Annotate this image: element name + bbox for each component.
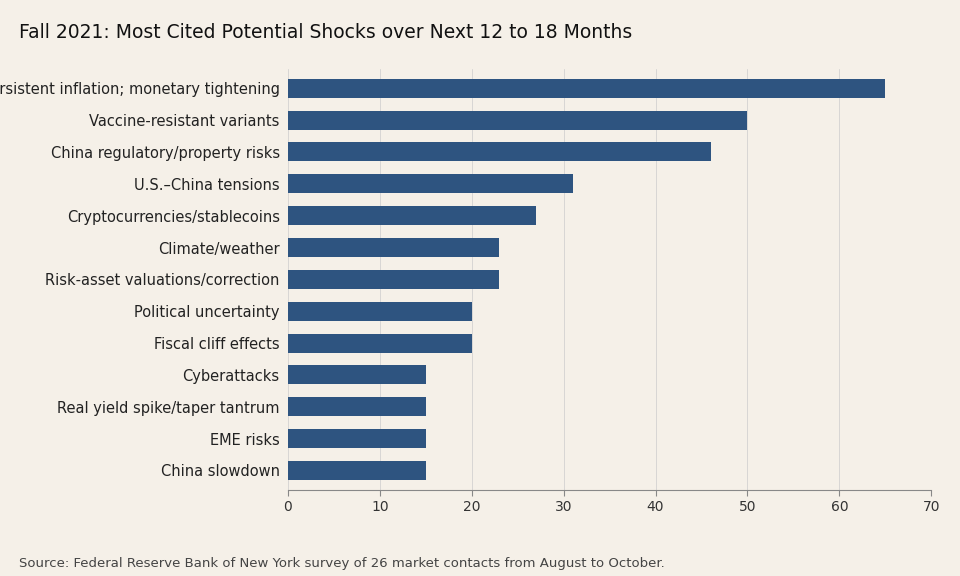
Bar: [288, 142, 710, 161]
Bar: [288, 238, 499, 257]
Bar: [288, 365, 426, 385]
Text: Source: Federal Reserve Bank of New York survey of 26 market contacts from Augus: Source: Federal Reserve Bank of New York…: [19, 557, 665, 570]
Bar: [288, 175, 573, 194]
Bar: [288, 206, 536, 225]
Bar: [288, 111, 748, 130]
Bar: [288, 397, 426, 416]
Text: Fall 2021: Most Cited Potential Shocks over Next 12 to 18 Months: Fall 2021: Most Cited Potential Shocks o…: [19, 23, 633, 42]
Bar: [288, 429, 426, 448]
Bar: [288, 461, 426, 480]
Bar: [288, 79, 885, 98]
Bar: [288, 334, 471, 353]
Bar: [288, 270, 499, 289]
Bar: [288, 302, 471, 321]
